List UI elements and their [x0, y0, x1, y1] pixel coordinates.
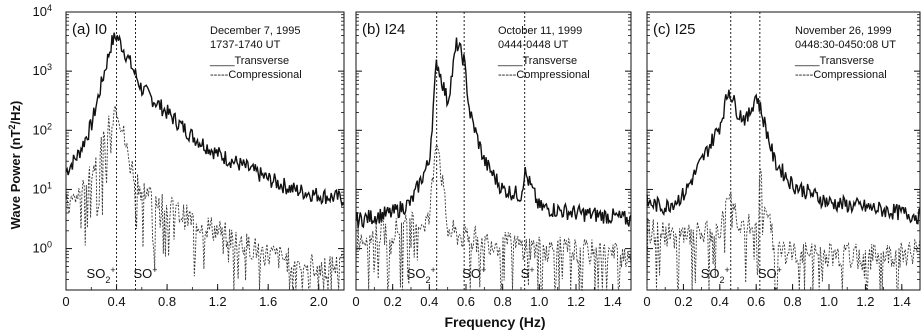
x-tick-label: 2.0: [310, 294, 328, 309]
x-tick-label: 1.0: [820, 294, 838, 309]
x-tick-label: 0: [643, 294, 650, 309]
legend-transverse: ____Transverse: [497, 55, 577, 67]
x-axis-label: Frequency (Hz): [444, 314, 545, 330]
ion-marker-label: SO2+: [407, 265, 436, 285]
y-axis-label: Wave Power (nT2/Hz): [7, 101, 23, 230]
transverse-series: [646, 89, 921, 225]
panel-time: 0448:30-0450:08 UT: [795, 39, 896, 51]
y-tick-label: 100: [33, 240, 52, 256]
x-tick-label: 1.4: [604, 294, 622, 309]
panel-date: December 7, 1995: [210, 25, 301, 37]
legend-transverse: ____Transverse: [209, 55, 289, 67]
panel-title: (b) I24: [362, 21, 405, 38]
legend-compressional: -----Compressional: [210, 69, 302, 81]
transverse-series: [355, 37, 632, 229]
x-tick-label: 1.2: [856, 294, 874, 309]
plot-frame: [355, 11, 632, 291]
x-tick-label: 0.8: [784, 294, 802, 309]
panel-time: 1737-1740 UT: [210, 39, 281, 51]
ion-marker-label: S+: [521, 265, 535, 281]
y-tick-label: 101: [33, 180, 52, 196]
x-tick-label: 0.8: [494, 294, 512, 309]
x-tick-label: 0: [62, 294, 69, 309]
compressional-series: [355, 143, 632, 292]
ion-marker-label: SO2+: [87, 265, 116, 285]
y-tick-label: 104: [33, 3, 52, 19]
transverse-series: [65, 32, 345, 208]
legend-transverse: ____Transverse: [794, 55, 874, 67]
panel-time: 0444-0448 UT: [498, 39, 569, 51]
x-tick-label: 1.4: [893, 294, 911, 309]
x-tick-label: 0: [352, 294, 359, 309]
plot-frame: [646, 11, 921, 291]
y-tick-label: 102: [33, 121, 52, 137]
ion-marker-label: SO+: [462, 265, 486, 281]
x-tick-label: 0.6: [747, 294, 765, 309]
x-tick-label: 1.2: [567, 294, 585, 309]
panel-c: 0 0.2 0.4 0.6 0.8 1.0 1.2 1.4 SO2+ SO+ (c) I25 Nove…: [643, 11, 921, 309]
legend-compressional: -----Compressional: [498, 69, 590, 81]
panel-date: October 11, 1999: [498, 25, 582, 37]
ion-marker-label: SO+: [758, 265, 782, 281]
x-tick-label: 0.4: [420, 294, 438, 309]
x-tick-label: 0.2: [384, 294, 402, 309]
x-tick-label: 0.8: [158, 294, 176, 309]
panel-a: 100 101 102 103 104 0 0.4 0.8 1.2 1.6 2.0 SO2+ SO+ (a…: [33, 3, 345, 309]
legend-compressional: -----Compressional: [795, 69, 887, 81]
ion-marker-label: SO2+: [701, 265, 730, 285]
x-tick-label: 0.2: [674, 294, 692, 309]
x-tick-label: 1.0: [530, 294, 548, 309]
x-tick-label: 0.4: [108, 294, 126, 309]
x-tick-label: 1.6: [259, 294, 277, 309]
panel-date: November 26, 1999: [795, 25, 892, 37]
ion-marker-label: SO+: [134, 265, 158, 281]
plot-frame: [65, 11, 345, 291]
x-tick-label: 1.2: [209, 294, 227, 309]
panel-b: 0 0.2 0.4 0.6 0.8 1.0 1.2 1.4 SO2+ SO+ S+ (b) I24 Oc…: [352, 11, 632, 309]
x-tick-label: 0.6: [457, 294, 475, 309]
compressional-series: [65, 105, 345, 291]
y-tick-label: 103: [33, 62, 52, 78]
panel-title: (a) I0: [72, 21, 107, 38]
panel-title: (c) I25: [653, 21, 696, 38]
x-tick-label: 0.4: [711, 294, 729, 309]
compressional-series: [646, 168, 921, 291]
